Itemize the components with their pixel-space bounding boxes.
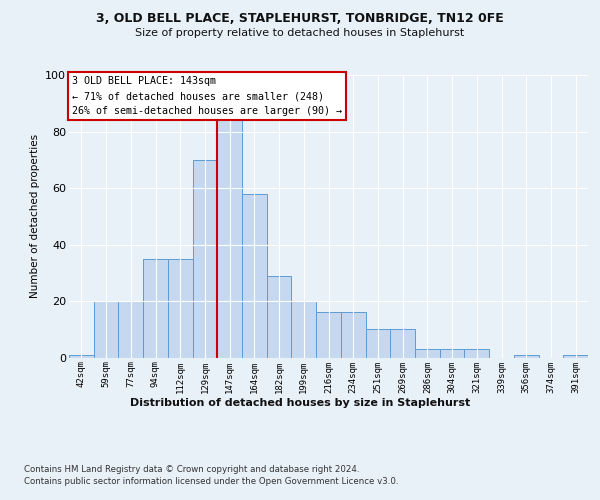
Bar bbox=[563, 354, 588, 358]
Bar bbox=[168, 258, 193, 358]
Bar bbox=[464, 349, 489, 358]
Bar bbox=[143, 258, 168, 358]
Bar bbox=[316, 312, 341, 358]
Text: Contains HM Land Registry data © Crown copyright and database right 2024.: Contains HM Land Registry data © Crown c… bbox=[24, 465, 359, 474]
Text: 3, OLD BELL PLACE, STAPLEHURST, TONBRIDGE, TN12 0FE: 3, OLD BELL PLACE, STAPLEHURST, TONBRIDG… bbox=[96, 12, 504, 26]
Text: Distribution of detached houses by size in Staplehurst: Distribution of detached houses by size … bbox=[130, 398, 470, 407]
Bar bbox=[94, 301, 118, 358]
Bar bbox=[193, 160, 217, 358]
Bar bbox=[69, 354, 94, 358]
Bar bbox=[341, 312, 365, 358]
Bar bbox=[390, 329, 415, 358]
Bar bbox=[514, 354, 539, 358]
Bar bbox=[267, 276, 292, 357]
Bar bbox=[217, 120, 242, 358]
Text: Size of property relative to detached houses in Staplehurst: Size of property relative to detached ho… bbox=[136, 28, 464, 38]
Bar bbox=[365, 329, 390, 358]
Bar bbox=[292, 301, 316, 358]
Text: Contains public sector information licensed under the Open Government Licence v3: Contains public sector information licen… bbox=[24, 478, 398, 486]
Bar bbox=[242, 194, 267, 358]
Text: 3 OLD BELL PLACE: 143sqm
← 71% of detached houses are smaller (248)
26% of semi-: 3 OLD BELL PLACE: 143sqm ← 71% of detach… bbox=[71, 76, 341, 116]
Bar bbox=[118, 301, 143, 358]
Bar bbox=[415, 349, 440, 358]
Y-axis label: Number of detached properties: Number of detached properties bbox=[29, 134, 40, 298]
Bar bbox=[440, 349, 464, 358]
